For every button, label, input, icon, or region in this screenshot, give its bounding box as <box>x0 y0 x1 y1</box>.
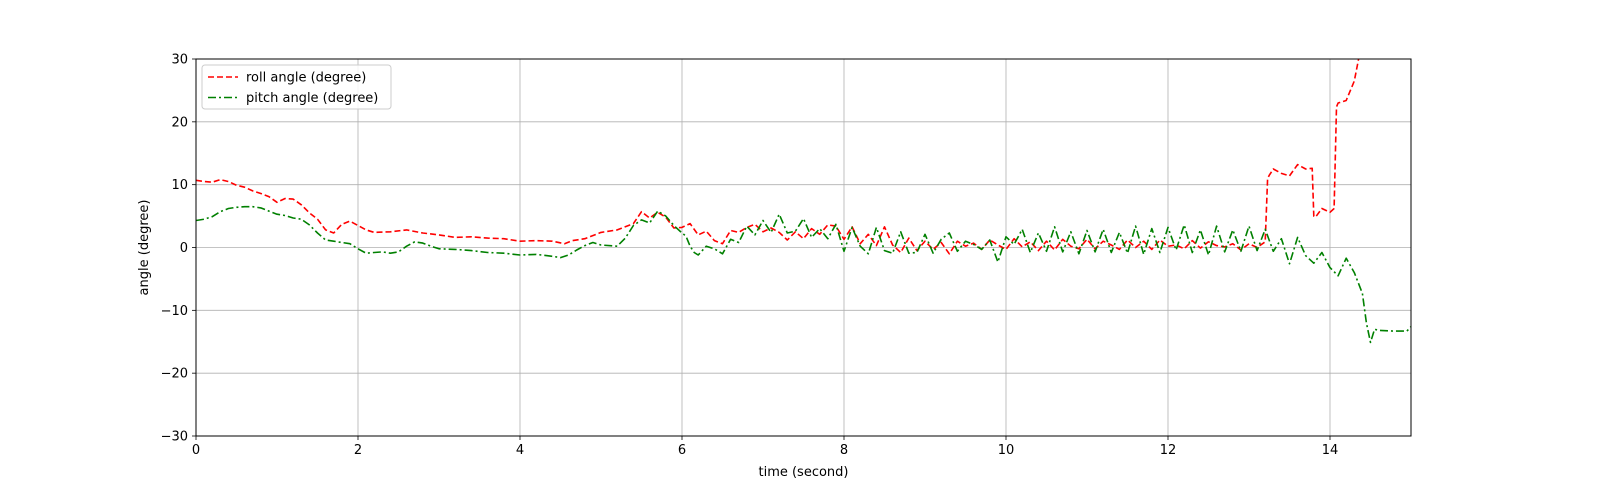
series-line-roll <box>196 59 1360 255</box>
x-tick-label: 0 <box>192 443 200 458</box>
series-layer <box>196 59 1411 344</box>
y-tick-label: 20 <box>171 115 188 130</box>
legend-label: pitch angle (degree) <box>246 91 378 106</box>
x-axis-label: time (second) <box>758 465 848 480</box>
axis-ticks: 0 2 4 6 8 10 12 14 −30 −20 −10 0 10 20 30 <box>161 53 1339 459</box>
y-tick-label: −10 <box>161 304 188 319</box>
x-tick-label: 12 <box>1160 443 1177 458</box>
y-tick-label: 0 <box>180 241 188 256</box>
y-tick-label: 10 <box>171 178 188 193</box>
x-tick-label: 2 <box>354 443 362 458</box>
x-tick-label: 10 <box>998 443 1015 458</box>
x-tick-label: 6 <box>678 443 686 458</box>
legend-label: roll angle (degree) <box>246 71 366 86</box>
series-line-pitch <box>196 205 1411 344</box>
y-tick-label: −30 <box>161 430 188 445</box>
y-tick-label: 30 <box>171 53 188 68</box>
legend: roll angle (degree) pitch angle (degree) <box>201 64 392 110</box>
x-tick-label: 14 <box>1322 443 1339 458</box>
grid-lines <box>195 58 1411 437</box>
y-axis-label: angle (degree) <box>137 200 152 296</box>
x-tick-label: 4 <box>516 443 524 458</box>
legend-box <box>201 64 392 110</box>
y-tick-label: −20 <box>161 367 188 382</box>
x-tick-label: 8 <box>840 443 848 458</box>
